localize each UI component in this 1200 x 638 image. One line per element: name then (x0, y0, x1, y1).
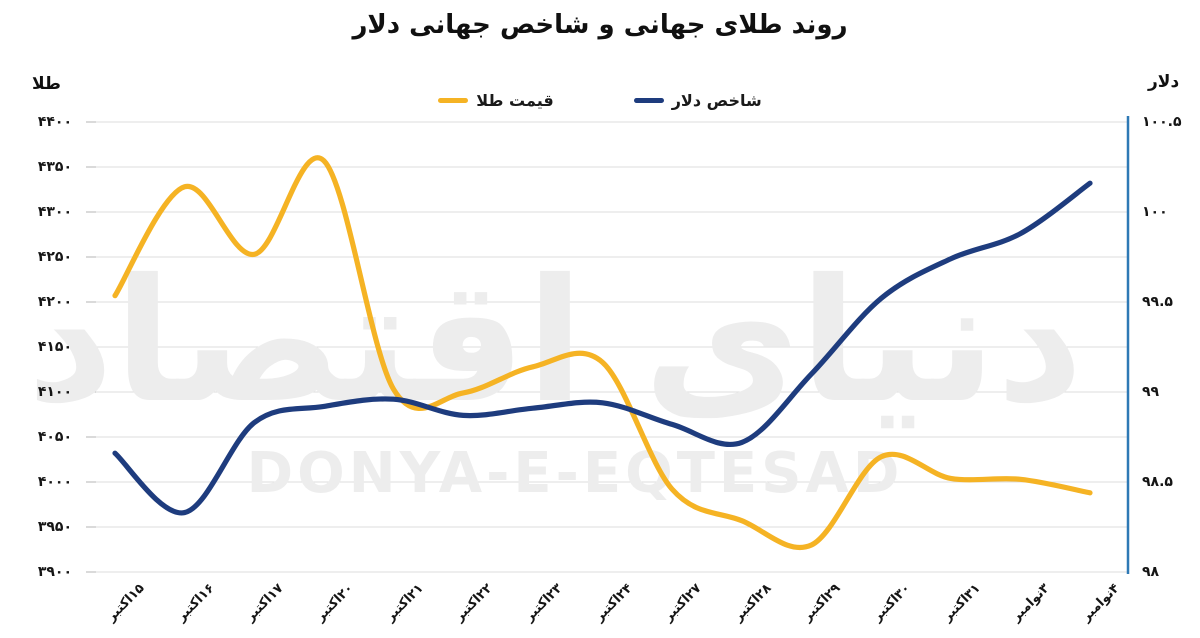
gold-price-line (112, 155, 1093, 551)
left-axis-tick-label: ۴۱۰۰ (37, 384, 72, 400)
dollar-index-line (112, 180, 1093, 516)
left-axis-tick-label: ۴۴۰۰ (37, 114, 72, 130)
left-axis-tick-label: ۳۹۰۰ (37, 564, 72, 580)
left-axis-tick-label: ۴۱۵۰ (37, 339, 72, 355)
legend-label-dollar: شاخص دلار (671, 91, 762, 110)
right-axis-tick-label: ۹۸.۵ (1142, 474, 1173, 490)
dollar-line-swatch-icon (633, 98, 664, 103)
right-axis-tick-label: ۹۹ (1142, 384, 1160, 400)
right-axis-tick-label: ۱۰۰ (1142, 204, 1168, 220)
watermark-latin: DONYA-E-EQTESAD (247, 441, 904, 506)
legend-item-gold: قیمت طلا (438, 91, 554, 110)
legend-label-gold: قیمت طلا (476, 91, 554, 110)
left-axis-tick-label: ۴۰۵۰ (37, 429, 72, 445)
left-axis-tick-label: ۳۹۵۰ (37, 519, 72, 535)
right-axis-tick-label: ۹۸ (1142, 564, 1160, 580)
left-axis-tick-label: ۴۰۰۰ (37, 474, 72, 490)
right-axis-tick-label: ۹۹.۵ (1142, 294, 1173, 310)
right-axis-tick-label: ۱۰۰.۵ (1142, 114, 1182, 130)
left-axis-tick-label: ۴۲۵۰ (37, 249, 72, 265)
left-axis-title: طلا (32, 74, 61, 94)
left-axis-tick-label: ۴۳۵۰ (37, 159, 72, 175)
legend: قیمت طلا شاخص دلار (0, 91, 1200, 110)
gold-line-swatch-icon (438, 98, 469, 103)
chart-title: روند طلای جهانی و شاخص جهانی دلار (352, 10, 848, 40)
left-axis-tick-label: ۴۳۰۰ (37, 204, 72, 220)
left-axis-tick-label: ۴۲۰۰ (37, 294, 72, 310)
legend-item-dollar: شاخص دلار (633, 91, 762, 110)
right-axis-title: دلار (1148, 72, 1180, 92)
